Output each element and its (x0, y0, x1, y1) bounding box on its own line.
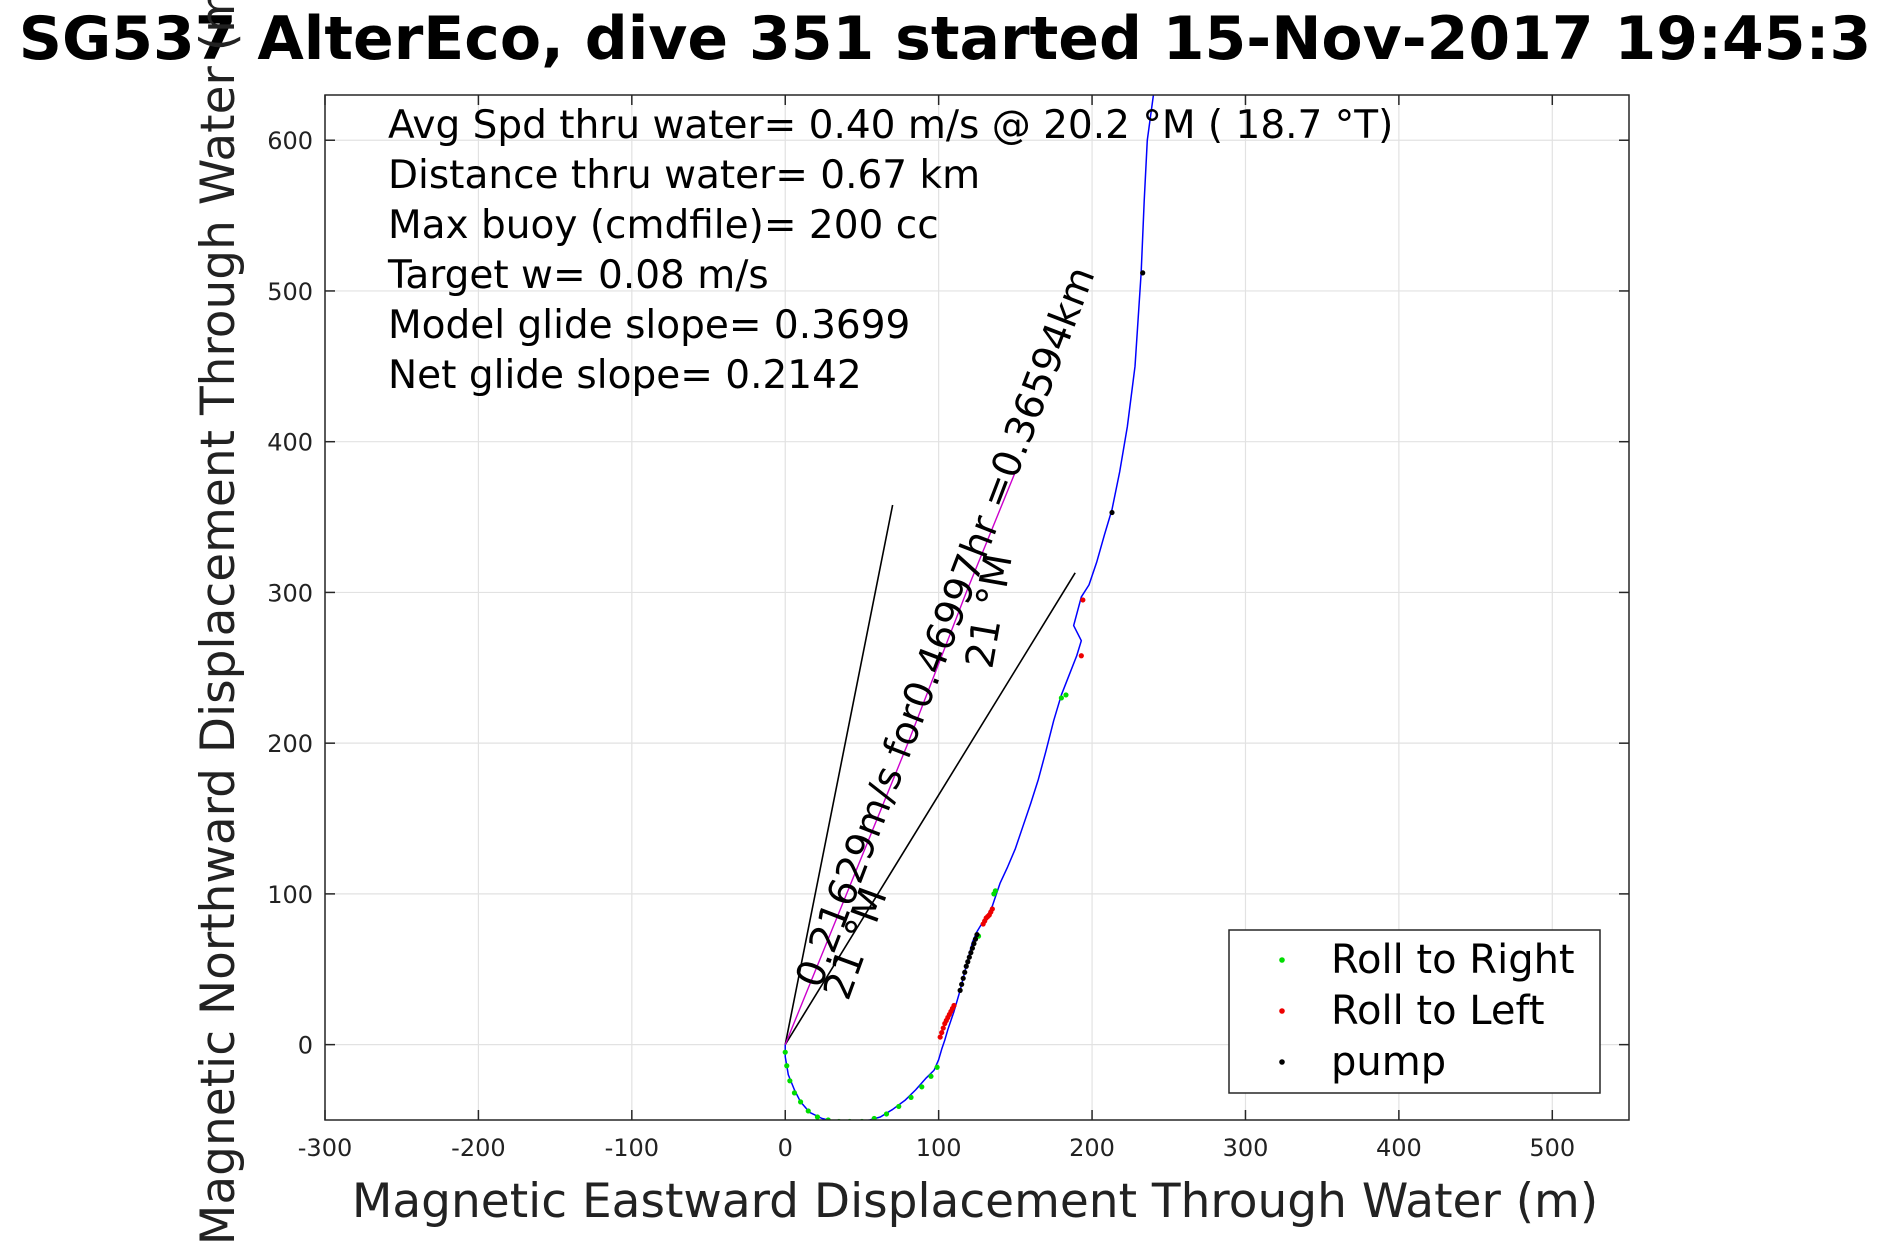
y-tick-label: 400 (267, 429, 313, 457)
legend-marker (1279, 1008, 1285, 1014)
y-tick-label: 100 (267, 881, 313, 909)
pump-marker (969, 945, 975, 951)
pump-marker (959, 981, 965, 987)
roll-to-right-marker (787, 1078, 793, 1084)
legend-label: pump (1331, 1039, 1446, 1085)
x-tick-label: 500 (1529, 1134, 1575, 1162)
legend-box (1228, 929, 1601, 1094)
legend-marker (1279, 957, 1285, 963)
roll-to-right-marker (992, 888, 999, 894)
y-tick-label: 0 (298, 1032, 313, 1060)
y-tick-label: 200 (267, 730, 313, 758)
roll-to-right-marker (919, 1084, 925, 1090)
roll-to-left-marker (1078, 653, 1084, 659)
roll-to-left-marker (939, 1029, 945, 1036)
roll-to-left-marker (1080, 597, 1086, 603)
x-tick-label: -100 (605, 1134, 659, 1162)
roll-to-right-marker (1058, 695, 1064, 701)
annotation-line: Net glide slope= 0.2142 (388, 353, 862, 398)
roll-to-right-marker (934, 1064, 940, 1070)
pump-marker (962, 969, 968, 975)
x-tick-label: 0 (778, 1134, 793, 1162)
roll-to-right-marker (908, 1094, 914, 1100)
magnetic-heading-line (784, 471, 1017, 1045)
roll-to-right-marker (782, 1049, 788, 1055)
pump-marker (957, 987, 963, 993)
guide-lines (784, 504, 1076, 1046)
roll-to-right-marker (1063, 692, 1069, 698)
heading-guide-line (784, 504, 894, 1045)
roll-to-right-marker (928, 1073, 934, 1079)
legend: Roll to Right Roll to Left pump (1228, 929, 1601, 1094)
x-tick-label: -200 (451, 1134, 505, 1162)
roll-to-left-marker (937, 1034, 943, 1040)
pump-marker (966, 954, 972, 960)
y-tick-label: 500 (267, 278, 313, 306)
pump-marker (968, 950, 974, 956)
x-tick-label: 300 (1223, 1134, 1269, 1162)
roll-to-right-marker (871, 1115, 877, 1120)
roll-to-right-marker (805, 1108, 811, 1114)
pump-marker (971, 941, 977, 947)
roll-to-right-marker (814, 1114, 821, 1120)
y-tick-label: 600 (267, 127, 313, 155)
pump-marker (1140, 270, 1146, 276)
legend-label: Roll to Right (1331, 937, 1575, 983)
track-layer (782, 95, 1155, 1120)
plot-frame (324, 94, 1630, 1121)
annotation-line: Model glide slope= 0.3699 (388, 303, 910, 348)
y-tick-label: 300 (267, 579, 313, 607)
roll-to-left-marker (989, 906, 995, 912)
chart-title: SG537 AlterEco, dive 351 started 15-Nov-… (18, 4, 1872, 74)
heading-guide-line (784, 572, 1076, 1046)
roll-to-left-marker (951, 1002, 957, 1009)
pump-marker (963, 963, 969, 969)
legend-marker (1279, 1059, 1285, 1065)
annotation-line: Avg Spd thru water= 0.40 m/s @ 20.2 °M (… (388, 103, 1393, 148)
annotation-line: Target w= 0.08 m/s (387, 253, 769, 298)
axis-ticks: -300 -200 -100 0 100 200 300 400 500 0 100 200 300 40… (267, 95, 1629, 1162)
x-tick-label: 200 (1069, 1134, 1115, 1162)
roll-to-left-marker (940, 1025, 946, 1031)
x-tick-label: 100 (916, 1134, 962, 1162)
glider-track-line (784, 95, 1155, 1120)
pump-marker (960, 975, 966, 981)
roll-to-right-marker (797, 1099, 804, 1105)
x-tick-label: 400 (1376, 1134, 1422, 1162)
roll-to-right-marker (896, 1103, 902, 1110)
annotation-line: Max buoy (cmdfile)= 200 cc (388, 203, 939, 248)
y-axis-label: Magnetic Northward Displacement Through … (191, 0, 246, 1245)
roll-to-right-marker (883, 1111, 890, 1117)
x-tick-label: -300 (298, 1134, 352, 1162)
x-axis-label: Magnetic Eastward Displacement Through W… (352, 1174, 1598, 1229)
pump-marker (972, 936, 979, 942)
roll-to-right-marker (791, 1090, 798, 1096)
legend-label: Roll to Left (1331, 988, 1545, 1034)
pump-marker (965, 959, 971, 965)
pump-marker (974, 931, 980, 938)
annotation-text: Avg Spd thru water= 0.40 m/s @ 20.2 °M (… (387, 103, 1393, 398)
pump-marker (1109, 509, 1115, 516)
roll-to-right-marker (784, 1063, 790, 1069)
annotation-line: Distance thru water= 0.67 km (388, 153, 980, 198)
